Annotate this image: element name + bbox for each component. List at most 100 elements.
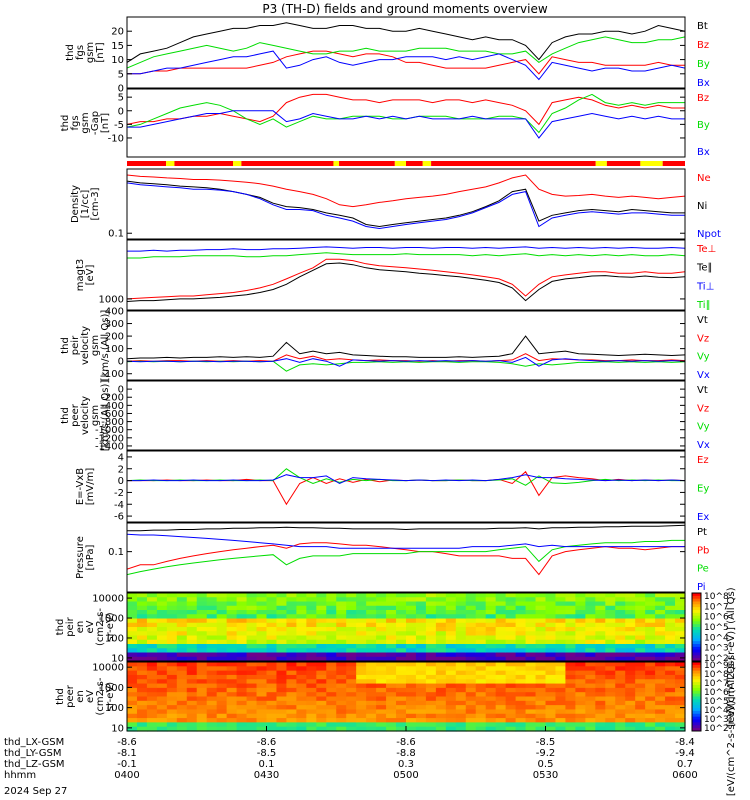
colorbar-cell xyxy=(692,685,701,689)
series-line-Ey xyxy=(126,468,685,486)
spectrogram-cell xyxy=(605,648,616,654)
spectrogram-cell xyxy=(515,674,527,680)
y-axis-label: en xyxy=(75,621,86,634)
spectrogram-cell xyxy=(336,631,347,637)
spectrogram-cell xyxy=(256,605,268,611)
spectrogram-cell xyxy=(346,726,357,732)
spectrogram-cell xyxy=(386,726,397,732)
spectrogram-cell xyxy=(495,662,507,667)
spectrogram-cell xyxy=(166,705,178,711)
spectrogram-cell xyxy=(296,692,307,698)
spectrogram-cell xyxy=(535,709,547,715)
spectrogram-cell xyxy=(565,692,576,698)
spectrogram-cell xyxy=(555,709,567,715)
spectrogram-cell xyxy=(336,687,347,693)
spectrogram-cell xyxy=(535,614,547,620)
spectrogram-cell xyxy=(525,687,537,693)
spectrogram-cell xyxy=(595,713,606,719)
spectrogram-cell xyxy=(166,601,178,607)
spectrogram-cell xyxy=(615,679,626,685)
spectrogram-cell xyxy=(495,722,507,728)
spectrogram-cell xyxy=(465,692,477,698)
spectrogram-cell xyxy=(196,674,208,680)
spectrogram-cell xyxy=(485,635,497,641)
colorbar-tick-label: 10^2 xyxy=(704,654,729,664)
spectrogram-cell xyxy=(565,639,576,645)
spectrogram-cell xyxy=(246,631,258,637)
spectrogram-cell xyxy=(216,662,228,667)
spectrogram-cell xyxy=(565,709,576,715)
spectrogram-cell xyxy=(465,700,477,706)
spectrogram-cell xyxy=(356,644,367,649)
spectrogram-cell xyxy=(585,718,596,723)
spectrogram-cell xyxy=(415,696,427,702)
spectrogram-cell xyxy=(376,692,387,698)
spectrogram-cell xyxy=(485,652,497,658)
spectrogram-cell xyxy=(256,718,268,723)
spectrogram-cell xyxy=(346,705,357,711)
series-line-Pe xyxy=(126,539,685,576)
spectrogram-cell xyxy=(475,687,487,693)
series-line-Bz xyxy=(127,50,685,75)
colorbar-cell xyxy=(692,612,701,617)
spectrogram-cell xyxy=(326,610,337,615)
x-tick-label: 0.7 xyxy=(677,759,693,770)
x-tick-label: -8.6 xyxy=(257,737,277,748)
spectrogram-cell xyxy=(196,635,208,641)
spectrogram-cell xyxy=(575,726,586,732)
spectrogram-cell xyxy=(455,622,467,628)
spectrogram-cell xyxy=(306,601,317,607)
spectrogram-cell xyxy=(206,666,218,672)
spectrogram-cell xyxy=(515,618,527,624)
y-axis-label: magt3 xyxy=(75,259,86,292)
spectrogram-cell xyxy=(236,726,248,732)
spectrogram-cell xyxy=(356,610,367,615)
legend-entry: Vy xyxy=(697,352,710,363)
spectrogram-cell xyxy=(435,709,447,715)
spectrogram-cell xyxy=(445,722,457,728)
legend-entry: Ey xyxy=(697,484,709,495)
spectrogram-cell xyxy=(415,605,427,611)
spectrogram-cell xyxy=(206,718,218,723)
spectrogram-cell xyxy=(266,622,278,628)
spectrogram-cell xyxy=(635,644,646,649)
spectrogram-cell xyxy=(605,696,616,702)
series-line-Vt xyxy=(126,335,686,360)
spectrogram-cell xyxy=(356,696,367,702)
spectrogram-cell xyxy=(665,627,676,632)
spectrogram-cell xyxy=(246,648,258,654)
spectrogram-cell xyxy=(266,652,278,658)
spectrogram-cell xyxy=(396,614,407,620)
spectrogram-cell xyxy=(306,622,317,628)
spectrogram-cell xyxy=(645,597,656,603)
spectrogram-cell xyxy=(435,605,447,611)
spectrogram-cell xyxy=(675,648,686,654)
spectrogram-cell xyxy=(455,648,467,654)
spectrogram-cell xyxy=(386,713,397,719)
spectrogram-cell xyxy=(665,722,676,728)
spectrogram-cell xyxy=(236,656,248,662)
spectrogram-cell xyxy=(605,687,616,693)
legend-entry: Vt xyxy=(697,315,708,326)
spectrogram-cell xyxy=(166,610,178,615)
spectrogram-cell xyxy=(306,610,317,615)
spectrogram-cell xyxy=(525,683,537,689)
spectrogram-cell xyxy=(635,622,646,628)
spectrogram-cell xyxy=(256,622,268,628)
spectrogram-cell xyxy=(326,597,337,603)
spectrogram-cell xyxy=(246,627,258,632)
spectrogram-cell xyxy=(445,622,457,628)
y-axis-label: thd xyxy=(65,44,76,61)
spectrogram-cell xyxy=(605,662,616,667)
colorbar-cell xyxy=(692,604,701,608)
spectrogram-cell xyxy=(206,670,218,676)
series-line-Vx xyxy=(126,356,686,367)
spectrogram-cell xyxy=(445,644,457,649)
spectrogram-cell xyxy=(555,705,567,711)
spectrogram-cell xyxy=(206,593,218,598)
spectrogram-cell xyxy=(236,692,248,698)
spectrogram-cell xyxy=(515,635,527,641)
spectrogram-cell xyxy=(595,726,606,732)
spectrogram-cell xyxy=(605,674,616,680)
spectrogram-cell xyxy=(555,627,567,632)
